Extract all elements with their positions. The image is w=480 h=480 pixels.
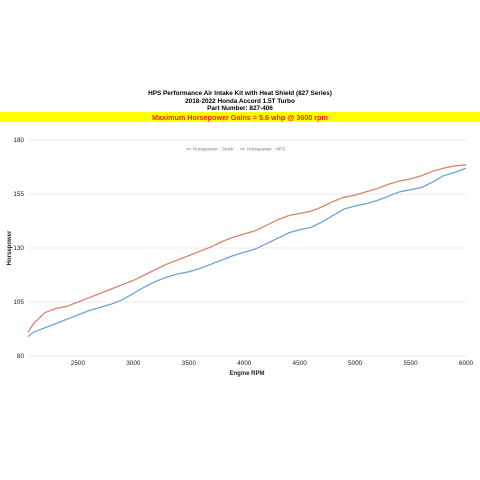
title-line-3: Part Number: 827-406 <box>207 105 273 113</box>
y-tick-label: 80 <box>17 353 25 360</box>
x-tick-label: 3000 <box>126 360 141 367</box>
x-tick-label: 4000 <box>237 360 252 367</box>
y-tick-label: 155 <box>13 191 24 198</box>
series-line-stock <box>27 167 467 338</box>
x-tick-label: 5500 <box>403 360 418 367</box>
y-axis-title: Horsepower <box>7 230 13 265</box>
x-tick-label: 3500 <box>182 360 197 367</box>
y-tick-labels: 80 105 130 155 180 <box>13 137 24 360</box>
grid-lines <box>28 139 466 357</box>
x-tick-label: 4500 <box>293 360 308 367</box>
legend: Horsepower - Stock Horsepower - HPS <box>186 147 285 152</box>
x-tick-label: 5000 <box>348 360 363 367</box>
y-tick-label: 130 <box>13 245 24 252</box>
max-gain-banner: Maximum Horsepower Gains = 5.6 whp @ 360… <box>152 112 328 122</box>
y-tick-label: 105 <box>13 299 24 306</box>
title-line-2: 2018-2022 Honda Accord 1.5T Turbo <box>185 97 295 105</box>
x-axis-title: Engine RPM <box>229 371 264 377</box>
chart-title: HPS Performance Air Intake Kit with Heat… <box>0 90 480 113</box>
title-line-1: HPS Performance Air Intake Kit with Heat… <box>148 90 332 97</box>
y-tick-label: 180 <box>13 137 24 144</box>
x-tick-label: 2500 <box>71 360 86 367</box>
x-tick-label: 6000 <box>459 360 474 367</box>
highlight-bar <box>0 112 480 122</box>
legend-label-stock: Horsepower - Stock <box>193 147 234 152</box>
series-line-hps <box>27 164 467 333</box>
x-tick-labels: 2500 3000 3500 4000 4500 5000 5500 6000 <box>71 360 474 367</box>
legend-label-hps: Horsepower - HPS <box>247 147 285 152</box>
series-lines <box>27 164 467 338</box>
chart-frame <box>0 80 480 398</box>
